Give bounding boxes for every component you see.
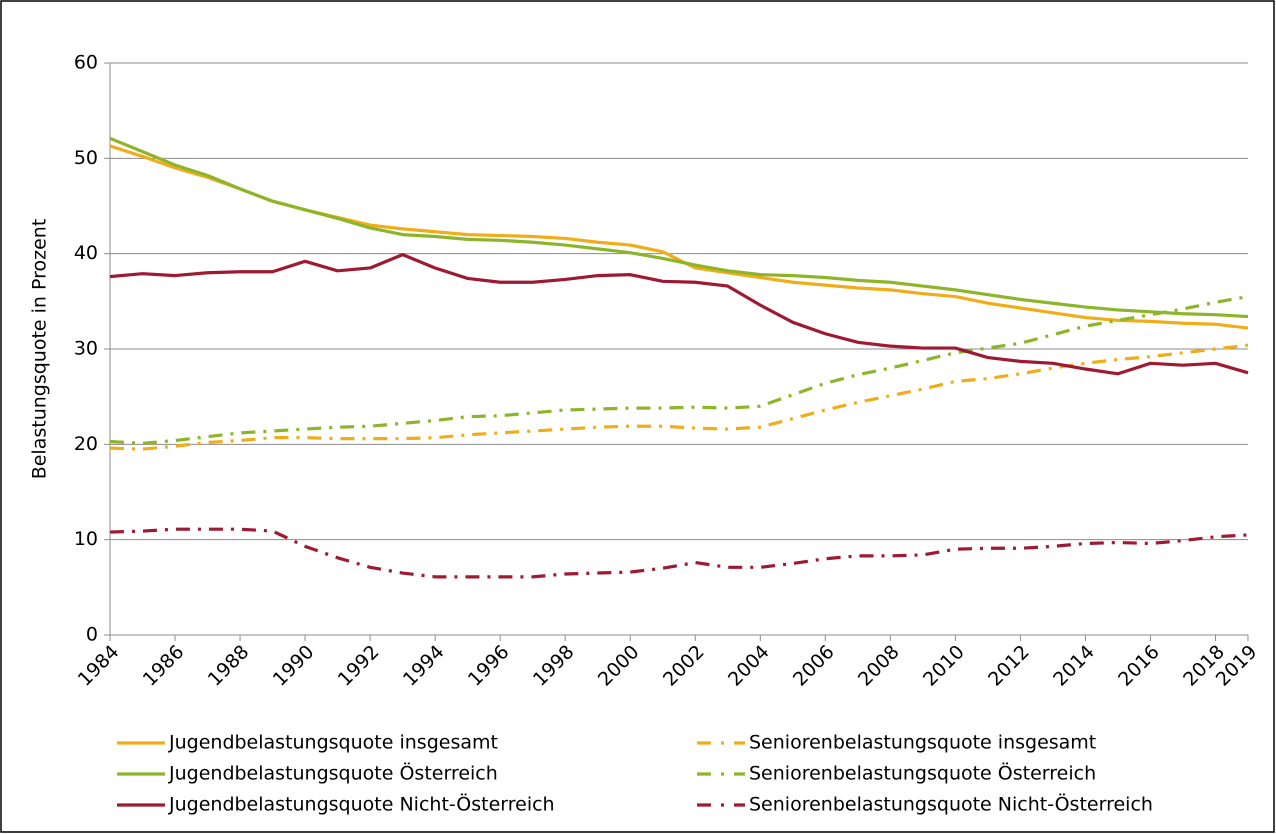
y-tick-label: 60 xyxy=(74,52,98,74)
y-tick-label: 20 xyxy=(74,433,98,455)
y-tick-label: 40 xyxy=(74,242,98,264)
series-line xyxy=(109,294,1249,445)
y-tick-label: 50 xyxy=(74,147,98,169)
series-line xyxy=(109,343,1249,451)
legend-label: Seniorenbelastungsquote Nicht-Österreich xyxy=(749,793,1153,816)
legend-label: Seniorenbelastungsquote insgesamt xyxy=(749,732,1096,754)
y-tick-label: 30 xyxy=(74,338,98,360)
legend-label: Jugendbelastungsquote insgesamt xyxy=(168,732,498,754)
y-axis-label: Belastungsquote in Prozent xyxy=(29,219,51,480)
legend-label: Jugendbelastungsquote Nicht-Österreich xyxy=(168,793,555,816)
series-line xyxy=(109,136,1249,319)
legend-label: Jugendbelastungsquote Österreich xyxy=(168,762,498,785)
legend-label: Seniorenbelastungsquote Österreich xyxy=(749,762,1096,785)
y-tick-label: 10 xyxy=(74,528,98,550)
y-tick-label: 0 xyxy=(86,624,98,646)
series-line xyxy=(109,253,1249,376)
series-line xyxy=(109,527,1249,579)
